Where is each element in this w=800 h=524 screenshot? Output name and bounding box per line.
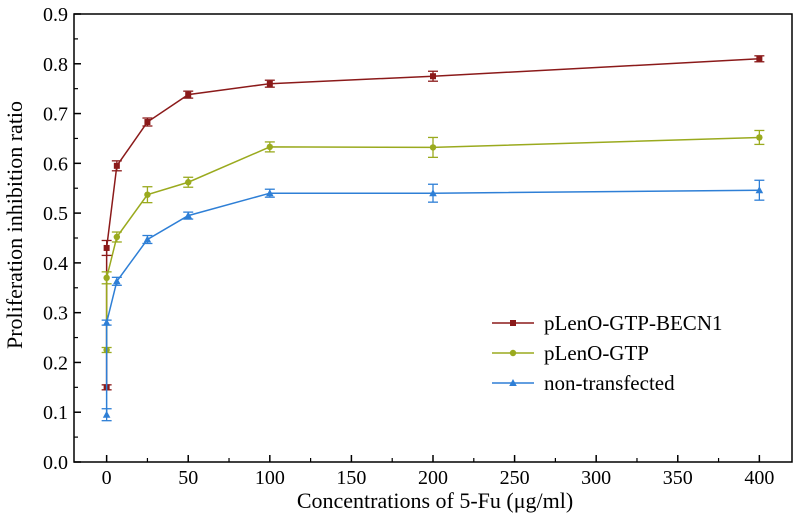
legend-entry: non-transfected <box>492 371 675 395</box>
y-tick-label: 0.5 <box>43 203 68 225</box>
x-tick-label: 100 <box>255 467 285 489</box>
x-tick-label: 0 <box>102 467 112 489</box>
x-tick-label: 350 <box>663 467 693 489</box>
data-point <box>113 162 120 169</box>
axes-layer: 0.0 0.1 0.2 0.3 0.4 0.5 0.6 0.7 0.8 0.9 0 50 100 150 2… <box>43 4 793 489</box>
data-point <box>143 235 152 243</box>
x-tick-label: 150 <box>336 467 366 489</box>
data-point <box>103 274 110 282</box>
data-point <box>430 73 436 80</box>
data-point <box>102 318 111 326</box>
legend-entry: pLenO-GTP-BECN1 <box>492 311 722 335</box>
series-layer <box>101 55 765 422</box>
legend: pLenO-GTP-BECN1 pLenO-GTP non-transfected <box>492 311 722 395</box>
data-point <box>429 189 437 197</box>
data-point <box>755 186 764 194</box>
x-tick-label: 400 <box>744 467 774 489</box>
data-point <box>113 233 121 241</box>
y-tick-label: 0.6 <box>43 153 68 175</box>
series-line <box>105 189 760 415</box>
data-point <box>266 80 273 87</box>
series-pleno-gtp <box>101 129 765 354</box>
series-line <box>105 58 760 388</box>
legend-label: pLenO-GTP-BECN1 <box>544 311 722 335</box>
x-tick-label: 300 <box>581 467 611 489</box>
y-tick-label: 0.4 <box>43 253 68 275</box>
y-tick-label: 0.8 <box>43 54 68 76</box>
data-point <box>103 244 110 251</box>
data-point <box>113 277 121 285</box>
data-point <box>429 144 437 151</box>
data-point <box>756 55 763 62</box>
y-tick-label: 0.2 <box>43 352 68 374</box>
y-tick-label: 0.7 <box>43 104 68 126</box>
legend-marker <box>509 349 517 357</box>
legend-label: pLenO-GTP <box>544 341 649 365</box>
data-point <box>184 211 193 219</box>
legend-entry: pLenO-GTP <box>492 341 649 365</box>
data-point <box>144 119 151 126</box>
x-tick-label: 50 <box>178 467 198 489</box>
y-tick-label: 0.0 <box>43 452 68 474</box>
data-point <box>266 143 274 151</box>
series-pleno-gtp-becn1 <box>101 55 765 391</box>
legend-label: non-transfected <box>544 371 675 395</box>
x-axis-title: Concentrations of 5-Fu (μg/ml) <box>297 488 573 513</box>
data-point <box>185 179 192 186</box>
legend-marker <box>510 320 516 326</box>
data-point <box>756 134 763 141</box>
y-axis-title: Proliferation inhibition ratio <box>2 101 27 349</box>
data-point <box>102 410 111 418</box>
data-point <box>144 191 151 198</box>
data-point <box>185 91 192 98</box>
y-tick-label: 0.3 <box>43 303 68 325</box>
y-tick-label: 0.1 <box>43 402 68 424</box>
data-point <box>266 189 274 197</box>
series-line <box>105 136 760 350</box>
series-non-transfected <box>101 179 765 422</box>
x-tick-label: 250 <box>500 467 530 489</box>
y-tick-label: 0.9 <box>43 4 68 26</box>
legend-marker <box>509 379 517 386</box>
x-tick-label: 200 <box>418 467 448 489</box>
